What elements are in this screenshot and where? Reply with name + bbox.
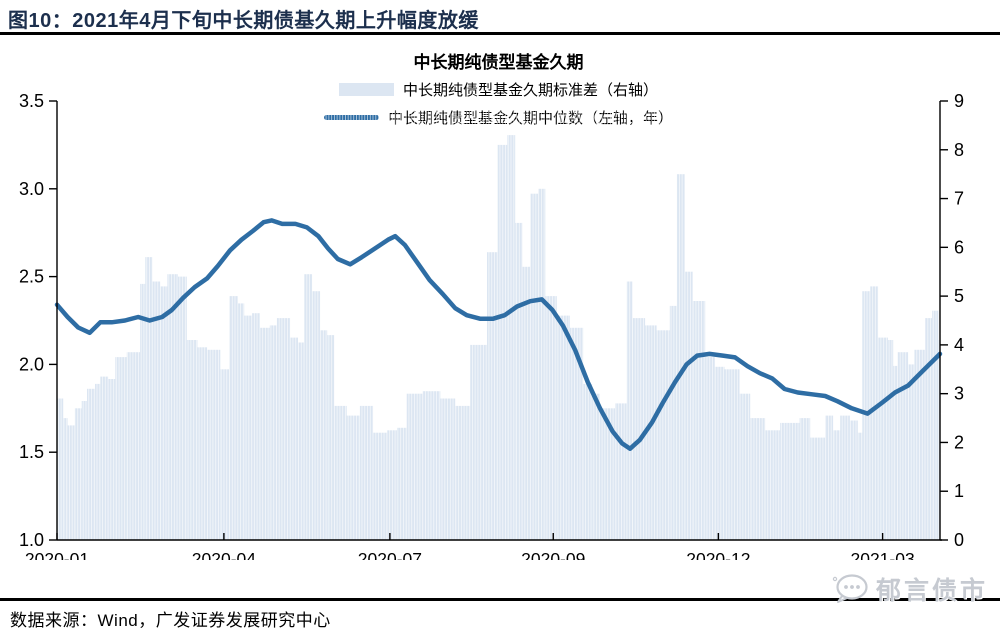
left-axis-tick-label: 2.5: [19, 267, 44, 287]
right-axis-tick-label: 5: [954, 286, 964, 306]
figure-title: 图10：2021年4月下旬中长期债基久期上升幅度放缓: [8, 10, 479, 32]
right-axis-tick-label: 3: [954, 384, 964, 404]
left-axis-tick-label: 1.0: [19, 530, 44, 550]
x-axis-tick-label: 2020-12: [686, 549, 750, 560]
right-axis-tick-label: 4: [954, 335, 964, 355]
watermark: 郁言债市: [831, 571, 988, 607]
left-axis-tick-label: 3.0: [19, 179, 44, 199]
right-axis-tick-label: 0: [954, 530, 964, 550]
legend-item-stddev: 中长期纯债型基金久期标准差（右轴）: [338, 79, 658, 100]
watermark-text: 郁言债市: [875, 577, 988, 605]
x-axis-tick-label: 2021-03: [850, 549, 914, 560]
median-line-series: [54, 218, 943, 451]
bar-gap-texture: [57, 101, 940, 540]
left-axis-tick-label: 3.5: [19, 91, 44, 111]
x-axis-tick-label: 2020-09: [521, 549, 585, 560]
stddev-bar-swatch-icon: [338, 83, 394, 96]
axes: [49, 100, 948, 541]
x-axis-tick-label: 2020-07: [358, 549, 422, 560]
source-note: 数据来源：Wind，广发证券发展研究中心: [10, 611, 331, 630]
right-axis-tick-label: 8: [954, 140, 964, 160]
right-axis-tick-label: 6: [954, 237, 964, 257]
right-axis-tick-label: 9: [954, 91, 964, 111]
left-axis-tick-label: 1.5: [19, 442, 44, 462]
left-axis-tick-label: 2.0: [19, 354, 44, 374]
x-axis-tick-label: 2020-04: [192, 549, 256, 560]
footer-divider: [0, 598, 1000, 601]
right-axis-tick-label: 2: [954, 432, 964, 452]
chart-canvas: 3.5 3.0 2.5 2.0 1.5 1.0 9 8 7 6 5 4 3 2 1 0 2020-01 2020-…: [19, 91, 964, 560]
chart-title: 中长期纯债型基金久期: [413, 53, 584, 72]
axis-labels: 3.5 3.0 2.5 2.0 1.5 1.0 9 8 7 6 5 4 3 2 1 0 2020-01 2020-…: [19, 91, 964, 560]
x-axis-tick-label: 2020-01: [25, 549, 89, 560]
legend-label-stddev: 中长期纯债型基金久期标准差（右轴）: [402, 82, 658, 99]
wechat-bubble-icon: [832, 574, 868, 603]
right-axis-tick-label: 1: [954, 481, 964, 501]
title-divider: [0, 32, 1000, 35]
right-axis-tick-label: 7: [954, 189, 964, 209]
